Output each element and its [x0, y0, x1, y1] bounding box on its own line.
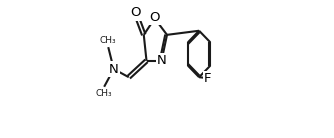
Text: CH₃: CH₃	[95, 89, 112, 98]
Text: F: F	[204, 72, 211, 85]
Text: N: N	[157, 54, 166, 67]
Text: CH₃: CH₃	[99, 36, 116, 45]
Text: N: N	[109, 63, 119, 75]
Text: O: O	[130, 6, 141, 19]
Text: O: O	[149, 11, 160, 24]
